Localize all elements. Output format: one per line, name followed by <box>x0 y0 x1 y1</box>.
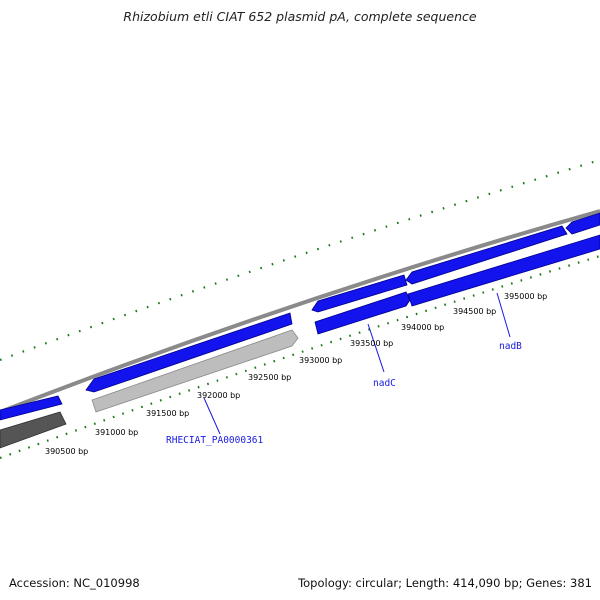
gene-arrow <box>0 395 63 421</box>
gene-arrow <box>407 234 600 307</box>
genome-stats-label: Topology: circular; Length: 414,090 bp; … <box>298 576 592 590</box>
gene-arrow <box>91 329 299 413</box>
backbone-line <box>0 209 600 414</box>
position-label: 394000 bp <box>401 323 444 332</box>
gene-arrow <box>0 411 67 449</box>
gene-label-rheciat-pa0000361[interactable]: RHECIAT_PA0000361 <box>166 435 264 446</box>
gene-label-nadb[interactable]: nadB <box>499 341 522 352</box>
accession-label: Accession: NC_010998 <box>9 576 140 590</box>
position-label: 391500 bp <box>146 409 189 418</box>
position-label: 392500 bp <box>248 373 291 382</box>
gene-arrow <box>314 291 411 335</box>
gene-label-leader <box>496 292 511 338</box>
position-label: 393500 bp <box>350 339 393 348</box>
position-label: 390500 bp <box>45 447 88 456</box>
gene-arrow <box>85 312 293 393</box>
gene-label-leader <box>203 397 221 435</box>
gene-label-nadc[interactable]: nadC <box>373 378 396 389</box>
position-label: 395000 bp <box>504 292 547 301</box>
position-label: 393000 bp <box>299 356 342 365</box>
position-label: 391000 bp <box>95 428 138 437</box>
gene-arrow <box>405 225 568 285</box>
position-label: 392000 bp <box>197 391 240 400</box>
gene-arrow <box>565 212 600 235</box>
position-label: 394500 bp <box>453 307 496 316</box>
map-title: Rhizobium etli CIAT 652 plasmid pA, comp… <box>123 9 477 24</box>
gene-label-leader <box>367 323 385 373</box>
outer-tick-ring <box>0 158 600 362</box>
